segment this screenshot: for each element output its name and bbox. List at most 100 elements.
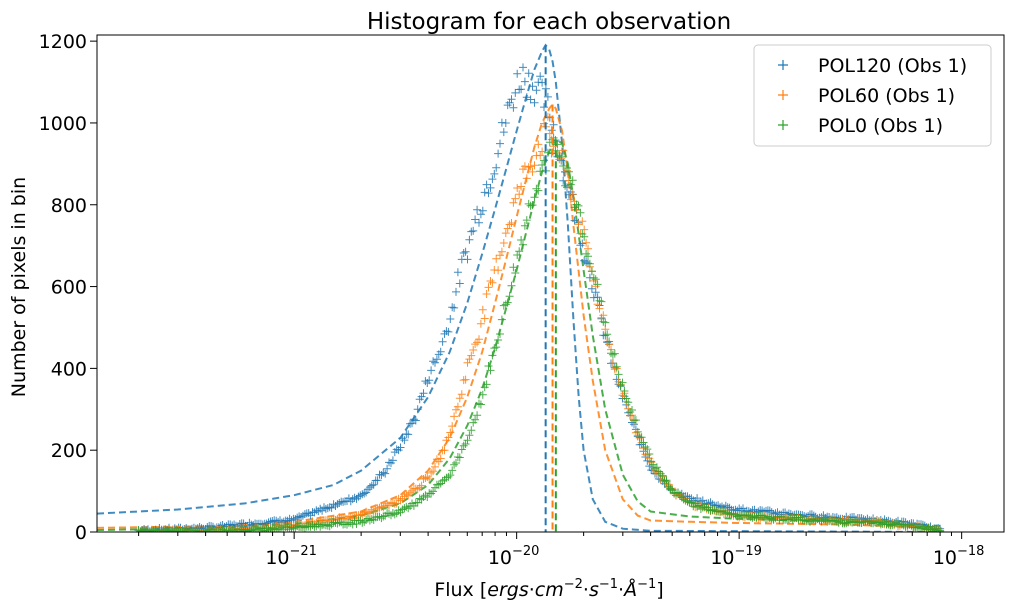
data-point xyxy=(461,440,470,448)
data-point xyxy=(522,174,531,183)
data-point xyxy=(300,523,309,532)
data-point xyxy=(425,376,434,385)
data-point xyxy=(880,518,889,527)
data-point xyxy=(532,184,541,193)
data-point xyxy=(467,351,476,360)
data-point xyxy=(471,415,480,424)
data-point xyxy=(624,398,633,407)
data-point xyxy=(574,220,583,229)
data-point xyxy=(578,217,587,226)
data-point xyxy=(587,267,596,276)
y-tick-label: 800 xyxy=(51,195,87,217)
data-point xyxy=(515,247,524,256)
data-point xyxy=(444,433,453,442)
data-point xyxy=(561,181,570,190)
data-point xyxy=(696,505,705,513)
x-tick-label: 10−21 xyxy=(265,544,317,569)
data-point xyxy=(321,504,330,513)
data-point xyxy=(325,522,334,531)
data-point xyxy=(545,129,554,138)
fit-curve-2 xyxy=(97,137,941,531)
data-point xyxy=(515,190,524,199)
data-point xyxy=(136,528,145,532)
data-point xyxy=(425,475,434,483)
data-point xyxy=(411,416,420,425)
data-point xyxy=(863,517,872,526)
data-point xyxy=(304,509,313,518)
data-point xyxy=(457,445,466,454)
data-point xyxy=(184,528,193,532)
fit-curve-0 xyxy=(97,43,941,532)
data-point xyxy=(153,528,162,532)
data-point xyxy=(488,278,497,287)
data-point xyxy=(591,282,600,291)
data-point xyxy=(585,259,594,268)
data-point xyxy=(356,516,365,525)
data-point xyxy=(486,277,495,285)
data-point xyxy=(415,483,424,492)
data-point xyxy=(601,318,610,327)
data-point xyxy=(471,340,480,349)
data-point xyxy=(448,422,457,431)
data-point xyxy=(320,520,328,529)
data-point xyxy=(478,305,487,314)
data-point xyxy=(400,436,409,445)
data-point xyxy=(383,464,392,473)
data-point xyxy=(358,490,367,499)
y-tick-label: 1200 xyxy=(39,31,87,53)
data-point xyxy=(406,488,415,497)
data-point xyxy=(482,180,491,189)
data-point xyxy=(695,501,703,510)
data-point xyxy=(494,336,503,344)
data-point xyxy=(593,293,602,302)
data-point xyxy=(226,528,235,532)
data-point xyxy=(210,528,219,532)
data-point xyxy=(453,268,462,277)
data-point xyxy=(429,467,438,476)
data-point xyxy=(540,156,548,165)
fit-curve-1 xyxy=(97,102,941,529)
data-point xyxy=(765,513,774,522)
data-point xyxy=(367,481,376,490)
data-point xyxy=(576,241,585,250)
data-point xyxy=(584,259,592,268)
data-point xyxy=(157,528,166,532)
data-point xyxy=(409,415,418,424)
data-point xyxy=(524,199,533,208)
data-point xyxy=(413,405,422,414)
data-point xyxy=(478,390,487,399)
data-point xyxy=(662,476,671,485)
data-point xyxy=(639,438,648,447)
data-point xyxy=(453,402,462,411)
data-point xyxy=(509,198,518,207)
data-point xyxy=(423,493,432,501)
data-point xyxy=(892,519,901,527)
data-point xyxy=(475,399,483,408)
data-point xyxy=(540,103,548,112)
data-point xyxy=(431,358,439,367)
data-point xyxy=(543,92,552,101)
y-tick-label: 400 xyxy=(51,358,87,380)
y-tick-label: 0 xyxy=(75,522,87,544)
chart-title: Histogram for each observation xyxy=(367,9,731,35)
legend-marker xyxy=(778,60,788,70)
data-point xyxy=(452,287,460,296)
data-point xyxy=(530,98,539,107)
data-point xyxy=(494,149,503,158)
data-point xyxy=(432,455,441,464)
data-point xyxy=(832,517,841,526)
data-point xyxy=(723,508,732,517)
data-point xyxy=(385,509,393,518)
data-point xyxy=(276,524,284,532)
data-point xyxy=(519,240,527,249)
data-point xyxy=(352,520,361,528)
legend-marker xyxy=(778,90,788,100)
data-point xyxy=(484,283,493,292)
data-point xyxy=(499,239,508,247)
data-point xyxy=(578,239,587,248)
data-point xyxy=(379,512,388,521)
data-point xyxy=(767,514,776,523)
data-point xyxy=(492,163,501,172)
data-point xyxy=(628,406,636,414)
data-point xyxy=(901,522,910,531)
